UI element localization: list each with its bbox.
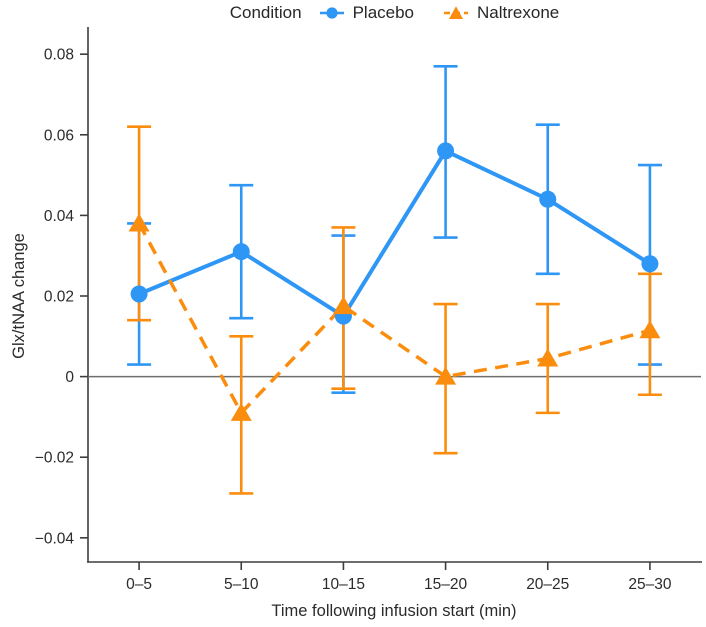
x-tick-label: 25–30 (628, 576, 671, 593)
naltrexone-line (137, 222, 651, 415)
naltrexone-marker-triangle (449, 6, 464, 19)
placebo-point (232, 243, 250, 261)
y-tick-label: 0.02 (44, 289, 74, 306)
placebo-point (130, 285, 148, 303)
legend-title: Condition (229, 3, 302, 22)
placebo-circle-icon (319, 7, 344, 19)
series-markers-layer (128, 142, 661, 421)
naltrexone-point (230, 402, 252, 421)
x-tick-label: 20–25 (526, 576, 569, 593)
y-axis-ticks: 0.08 0.06 0.04 0.02 0 −0.02 −0.04 (35, 47, 88, 547)
y-tick-label: 0.06 (44, 127, 74, 144)
y-tick-label: 0.04 (44, 208, 75, 225)
y-tick-label: 0.08 (44, 47, 74, 64)
x-tick-label: 10–15 (322, 576, 365, 593)
x-tick-label: 15–20 (424, 576, 467, 593)
y-tick-label: 0 (65, 369, 74, 386)
placebo-line (138, 148, 651, 319)
legend-item-label-placebo: Placebo (352, 3, 415, 22)
naltrexone-triangle-icon (444, 6, 469, 19)
placebo-marker-dot (325, 7, 338, 19)
naltrexone-point (128, 213, 150, 232)
placebo-point (641, 255, 659, 273)
legend-item-naltrexone: Naltrexone (444, 3, 559, 23)
chart-legend: Condition Placebo Naltrexone (88, 0, 701, 26)
x-tick-label: 5–10 (224, 576, 259, 593)
naltrexone-point (537, 348, 559, 367)
y-tick-label: −0.02 (35, 450, 74, 467)
series-lines-layer (137, 148, 651, 415)
naltrexone-point (435, 366, 457, 385)
placebo-point (539, 190, 557, 208)
error-bars-layer (127, 64, 662, 495)
y-tick-label: −0.04 (35, 530, 75, 547)
legend-item-label-naltrexone: Naltrexone (477, 3, 560, 22)
x-axis-ticks: 0–5 5–10 10–15 15–20 20–25 25–30 (126, 562, 672, 593)
naltrexone-point (639, 320, 661, 339)
x-tick-label: 0–5 (126, 576, 152, 593)
legend-item-placebo: Placebo (319, 3, 415, 23)
placebo-point (437, 142, 455, 160)
x-axis-title: Time following infusion start (min) (271, 602, 516, 620)
y-axis-title: Glx/tNAA change (10, 233, 28, 359)
naltrexone-point (332, 296, 354, 315)
